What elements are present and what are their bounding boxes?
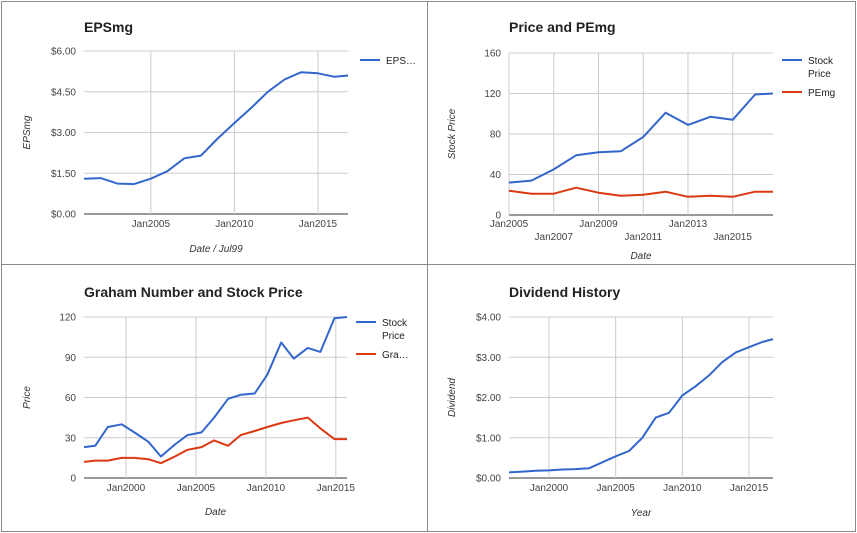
dividend-y-tick-label: $2.00	[476, 393, 501, 404]
epsmg-y-tick-label: $1.50	[51, 169, 76, 180]
dividend-series-line-0	[508, 338, 774, 474]
epsmg-x-tick-label: Jan2015	[299, 219, 338, 230]
graham-series-line-1	[83, 416, 347, 465]
price-pemg-y-tick-label: 160	[484, 49, 501, 60]
dividend-y-tick-label: $1.00	[476, 433, 501, 444]
price-pemg-legend-label-0: Price	[808, 69, 831, 80]
graham-series-line-0	[83, 316, 348, 458]
graham-y-tick-label: 60	[65, 393, 77, 404]
dividend-chart-panel: Dividend History $4.00 $3.00 $2.00 $1.00 $0.0…	[427, 264, 856, 532]
graham-legend-label-1: Gra…	[382, 350, 409, 361]
price-pemg-x-tick-label: Jan2007	[535, 232, 574, 243]
price-pemg-series-line-0	[508, 92, 774, 184]
price-pemg-x-tick-label: Jan2009	[579, 219, 618, 230]
dividend-y-axis-label: Dividend	[447, 378, 458, 417]
epsmg-x-axis-label: Date / Jul99	[189, 244, 243, 255]
epsmg-y-tick-label: $0.00	[51, 210, 76, 221]
dividend-y-tick-label: $0.00	[476, 474, 501, 485]
dividend-chart-svg: Dividend History $4.00 $3.00 $2.00 $1.00 $0.0…	[447, 284, 774, 519]
graham-y-tick-label: 90	[65, 353, 77, 364]
dividend-title: Dividend History	[509, 284, 620, 300]
epsmg-x-tick-label: Jan2005	[132, 219, 171, 230]
dividend-x-tick-label: Jan2000	[530, 483, 569, 494]
epsmg-y-tick-label: $4.50	[51, 87, 76, 98]
price-pemg-title: Price and PEmg	[509, 19, 616, 35]
graham-chart-svg: Graham Number and Stock Price 120 90 60 30 0 J…	[22, 284, 409, 518]
price-pemg-y-tick-label: 0	[495, 211, 501, 222]
price-pemg-y-tick-label: 80	[490, 130, 502, 141]
graham-x-tick-label: Jan2000	[107, 483, 146, 494]
epsmg-chart-svg: EPSmg $6.00 $4.50 $3.00 $1.50 $0.00 Jan2005 Jan…	[22, 19, 416, 255]
graham-chart-panel: Graham Number and Stock Price 120 90 60 30 0 J…	[1, 264, 428, 532]
price-pemg-x-tick-label: Jan2015	[714, 232, 753, 243]
price-pemg-x-tick-label: Jan2013	[669, 219, 708, 230]
epsmg-series-line-0	[83, 71, 349, 186]
price-pemg-series-line-1	[508, 186, 773, 198]
price-pemg-y-tick-label: 120	[484, 89, 501, 100]
epsmg-y-tick-label: $3.00	[51, 128, 76, 139]
dividend-x-axis-label: Year	[631, 508, 652, 519]
graham-x-tick-label: Jan2015	[317, 483, 356, 494]
graham-legend-label-0: Price	[382, 331, 405, 342]
price-pemg-y-tick-label: 40	[490, 170, 502, 181]
graham-y-axis-label: Price	[22, 386, 33, 409]
price-pemg-y-axis-label: Stock Price	[447, 108, 458, 159]
price-pemg-x-tick-label: Jan2011	[624, 232, 662, 243]
dividend-x-tick-label: Jan2005	[596, 483, 635, 494]
price-pemg-chart-panel: Price and PEmg 160 120 80 40 0 Jan2005 Jan2007 J…	[427, 1, 856, 265]
graham-x-tick-label: Jan2005	[177, 483, 216, 494]
epsmg-chart-panel: EPSmg $6.00 $4.50 $3.00 $1.50 $0.00 Jan2005 Jan…	[1, 1, 428, 265]
graham-y-tick-label: 0	[70, 474, 76, 485]
price-pemg-x-axis-label: Date	[630, 251, 652, 262]
graham-title: Graham Number and Stock Price	[84, 284, 303, 300]
epsmg-y-tick-label: $6.00	[51, 47, 76, 58]
dividend-x-tick-label: Jan2015	[730, 483, 769, 494]
dividend-y-tick-label: $4.00	[476, 313, 501, 324]
graham-x-tick-label: Jan2010	[247, 483, 286, 494]
price-pemg-legend-label-0: Stock	[808, 56, 834, 67]
epsmg-x-tick-label: Jan2010	[215, 219, 254, 230]
price-pemg-legend-label-1: PEmg	[808, 88, 835, 99]
graham-x-axis-label: Date	[205, 507, 227, 518]
epsmg-y-axis-label: EPSmg	[22, 115, 33, 149]
epsmg-legend-label-0: EPS…	[386, 56, 416, 67]
dividend-y-tick-label: $3.00	[476, 353, 501, 364]
graham-y-tick-label: 30	[65, 433, 77, 444]
dividend-x-tick-label: Jan2010	[663, 483, 702, 494]
epsmg-title: EPSmg	[84, 19, 133, 35]
graham-legend-label-0: Stock	[382, 318, 408, 329]
graham-y-tick-label: 120	[59, 313, 76, 324]
price-pemg-x-tick-label: Jan2005	[490, 219, 529, 230]
